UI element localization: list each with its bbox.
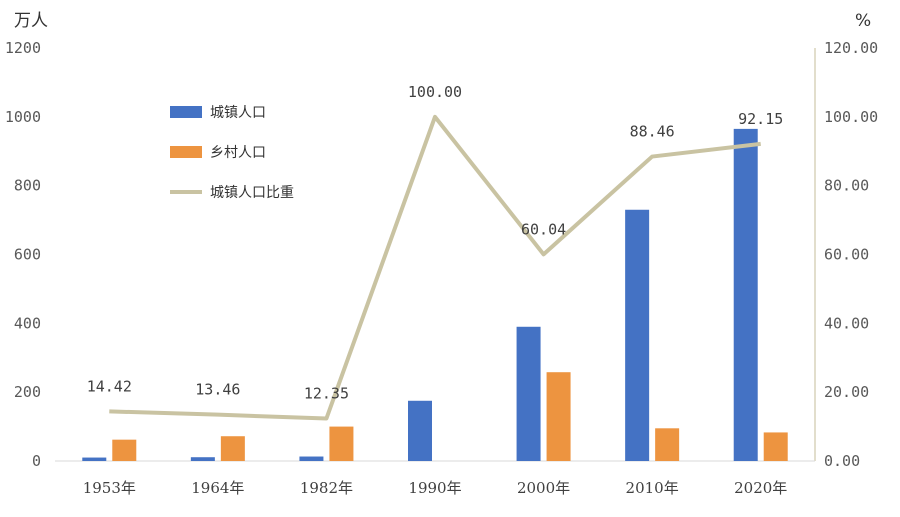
urban-population-bar xyxy=(625,209,650,461)
category-labels: 1953年 1964年 1982年 1990年 2000年 2010年 2020年 xyxy=(83,479,788,497)
urban-population-bar xyxy=(299,456,324,461)
right-tick-label: 0.00 xyxy=(824,452,860,470)
x-category-label: 2020年 xyxy=(734,479,787,497)
urban-population-bar xyxy=(516,326,541,461)
left-tick-label: 1200 xyxy=(5,39,41,57)
urban-ratio-data-label: 60.04 xyxy=(521,220,566,238)
urban-ratio-data-label: 12.35 xyxy=(304,384,349,402)
x-category-label: 2000年 xyxy=(517,479,570,497)
x-category-label: 1990年 xyxy=(408,479,461,497)
left-tick-label: 600 xyxy=(14,246,41,264)
urban-population-bar xyxy=(82,457,107,461)
ratio-line-layer: 14.42 13.46 12.35 100.00 60.04 88.46 92.15 xyxy=(87,83,783,421)
right-tick-label: 100.00 xyxy=(824,108,878,126)
x-category-label: 1982年 xyxy=(300,479,353,497)
urban-population-bar xyxy=(733,128,758,462)
urban-ratio-data-label: 92.15 xyxy=(738,110,783,128)
urban-ratio-data-label: 88.46 xyxy=(630,123,675,141)
x-category-label: 1953年 xyxy=(83,479,136,497)
bars xyxy=(82,128,788,462)
rural-population-bar xyxy=(655,428,680,461)
right-tick-label: 40.00 xyxy=(824,314,869,332)
rural-population-bar xyxy=(112,439,137,461)
legend-label: 城镇人口比重 xyxy=(210,185,294,201)
right-tick-label: 20.00 xyxy=(824,383,869,401)
legend-label: 乡村人口 xyxy=(210,145,266,161)
left-tick-label: 400 xyxy=(14,314,41,332)
urban-ratio-line xyxy=(109,114,761,421)
rural-population-bar xyxy=(763,432,788,461)
right-axis-ticks: 0.00 20.00 40.00 60.00 80.00 100.00 120.00 xyxy=(824,39,878,470)
right-tick-label: 120.00 xyxy=(824,39,878,57)
left-tick-label: 800 xyxy=(14,177,41,195)
left-tick-label: 200 xyxy=(14,383,41,401)
right-tick-label: 80.00 xyxy=(824,177,869,195)
rural-population-bar xyxy=(546,372,571,461)
left-axis-ticks: 0 200 400 600 800 1000 1200 xyxy=(5,39,41,470)
x-category-label: 2010年 xyxy=(626,479,679,497)
right-tick-label: 60.00 xyxy=(824,246,869,264)
left-tick-label: 1000 xyxy=(5,108,41,126)
urban-ratio-data-label: 100.00 xyxy=(408,83,462,101)
rural-population-bar xyxy=(329,426,354,461)
legend-label: 城镇人口 xyxy=(210,105,266,121)
rural-population-bar xyxy=(220,436,245,461)
left-tick-label: 0 xyxy=(32,452,41,470)
legend-swatch xyxy=(170,106,202,118)
left-axis-unit: 万人 xyxy=(14,11,48,31)
urban-population-bar xyxy=(408,400,432,461)
x-category-label: 1964年 xyxy=(191,479,244,497)
urban-population-bar xyxy=(190,457,215,461)
urban-ratio-data-label: 13.46 xyxy=(195,381,240,399)
right-axis-unit: % xyxy=(855,11,871,31)
legend-swatch xyxy=(170,146,202,158)
urban-ratio-data-label: 14.42 xyxy=(87,377,132,395)
